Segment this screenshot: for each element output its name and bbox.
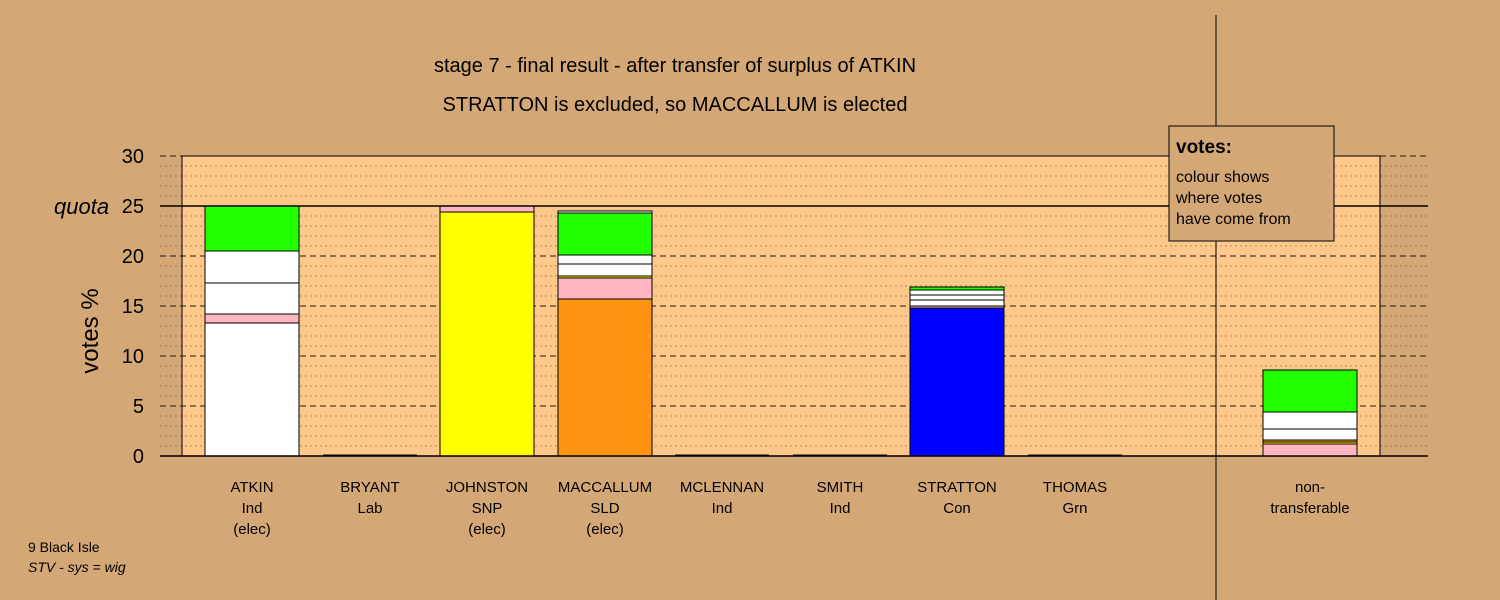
candidate-party: SLD (590, 500, 619, 517)
bar-segment (1262, 369, 1358, 413)
y-tick-label: 15 (122, 296, 144, 318)
candidate-party: Grn (1062, 500, 1087, 517)
bar-segment (1262, 411, 1358, 430)
candidate-name: MCLENNAN (680, 479, 764, 496)
bars (204, 205, 1358, 457)
bar-segment (204, 205, 300, 252)
legend-line-3: have come from (1176, 211, 1291, 228)
candidate-party: Lab (357, 500, 382, 517)
bar-segment (1262, 443, 1358, 457)
bar-segment (557, 210, 653, 214)
y-tick-label: 25 (122, 196, 144, 218)
bar-segment (439, 205, 535, 213)
bar-segment (204, 250, 300, 284)
bar-segment (909, 294, 1005, 301)
footer-system: STV - sys = wig (28, 559, 126, 575)
legend-line-1: colour shows (1176, 169, 1269, 186)
chart-title: stage 7 - final result - after transfer … (434, 55, 916, 77)
y-axis-label: votes % (77, 288, 104, 373)
candidate-party: Ind (830, 500, 851, 517)
candidate-status: (elec) (468, 521, 506, 538)
candidate-name: JOHNSTON (446, 479, 528, 496)
bar-segment (557, 298, 653, 457)
bar-segment (557, 263, 653, 277)
bar-segment (204, 322, 300, 457)
candidate-status: (elec) (233, 521, 271, 538)
y-tick-label: 0 (133, 446, 144, 468)
candidate-party: SNP (472, 500, 503, 517)
y-tick-label: 5 (133, 396, 144, 418)
bar-segment (909, 307, 1005, 457)
candidate-status: (elec) (586, 521, 624, 538)
candidate-name: ATKIN (230, 479, 273, 496)
bar-segment (557, 277, 653, 300)
bar-segment (909, 286, 1005, 291)
quota-label: quota (54, 194, 109, 219)
candidate-name: non- (1295, 479, 1325, 496)
bar-segment (909, 289, 1005, 296)
candidate-party: Con (943, 500, 971, 517)
y-tick-label: 20 (122, 246, 144, 268)
legend-line-2: where votes (1175, 190, 1262, 207)
bar-segment (909, 299, 1005, 307)
candidate-party: transferable (1270, 500, 1349, 517)
candidate-party: Ind (712, 500, 733, 517)
y-tick-label: 30 (122, 146, 144, 168)
bar-segment (557, 254, 653, 265)
candidate-party: Ind (242, 500, 263, 517)
y-tick-labels: 0 5 10 15 20 25 30 (122, 146, 144, 468)
bar-segment (1262, 428, 1358, 441)
footer-area: 9 Black Isle (28, 539, 100, 555)
bar-segment (557, 212, 653, 256)
candidate-name: SMITH (817, 479, 864, 496)
legend-box: votes: colour shows where votes have com… (1168, 125, 1335, 242)
bar-segment (204, 313, 300, 324)
candidate-name: STRATTON (917, 479, 996, 496)
candidate-name: MACCALLUM (558, 479, 652, 496)
bar-segment (204, 282, 300, 315)
chart-subtitle: STRATTON is excluded, so MACCALLUM is el… (443, 94, 908, 116)
candidate-labels: ATKIN Ind (elec) BRYANT Lab JOHNSTON SNP (elec)… (230, 479, 1349, 538)
candidate-name: THOMAS (1043, 479, 1107, 496)
legend-title: votes: (1176, 137, 1232, 158)
candidate-name: BRYANT (340, 479, 399, 496)
bar-segment (439, 211, 535, 457)
y-tick-label: 10 (122, 346, 144, 368)
